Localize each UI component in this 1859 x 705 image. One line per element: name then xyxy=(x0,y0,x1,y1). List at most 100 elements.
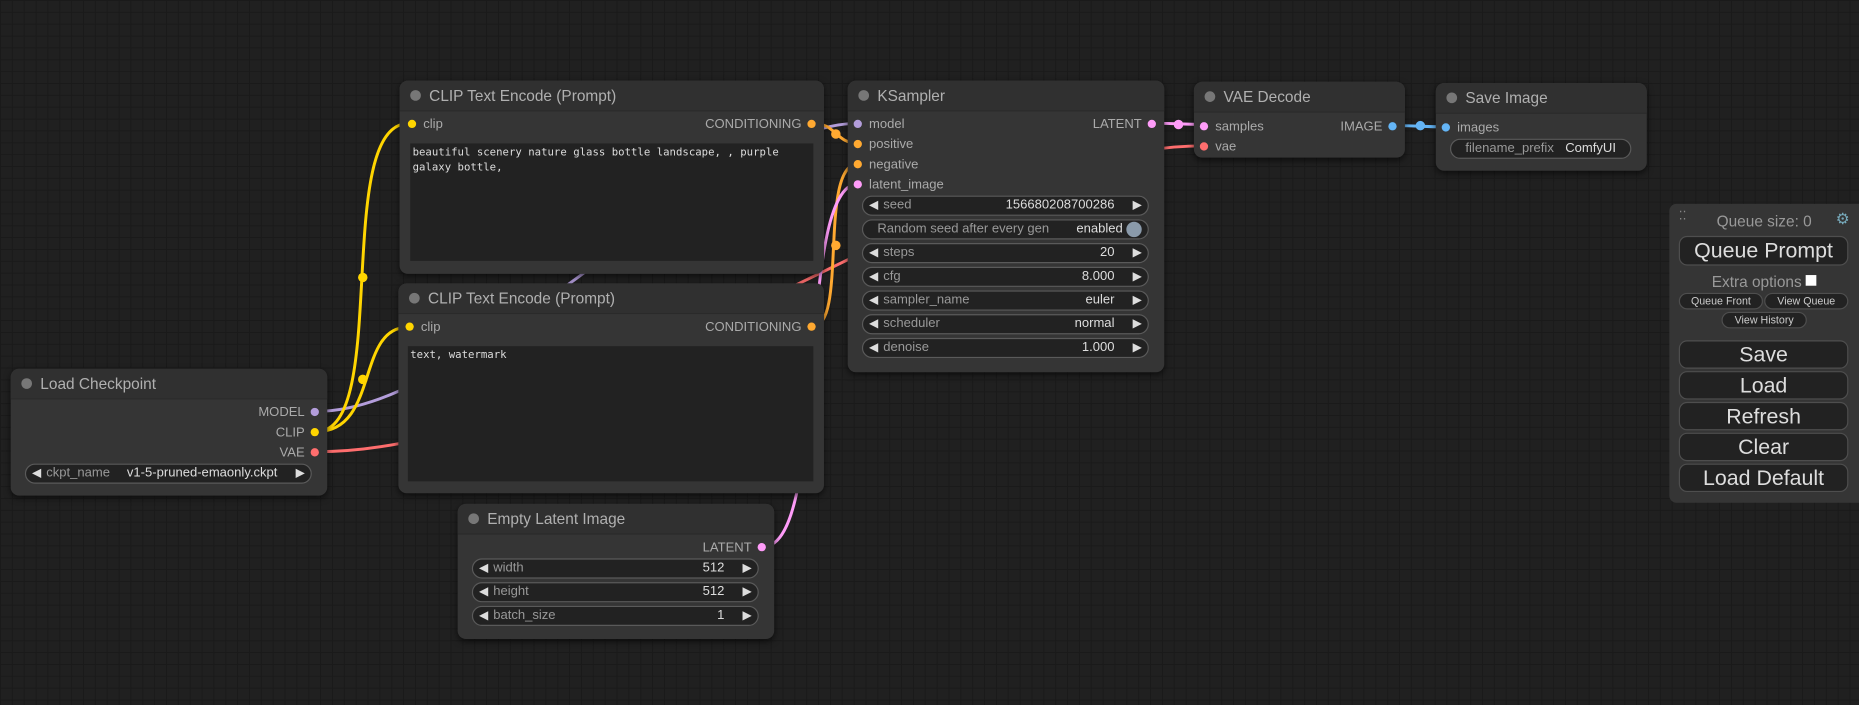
input-negative[interactable]: negative xyxy=(849,156,918,173)
denoise-widget[interactable]: ◀ denoise 1.000 ▶ xyxy=(861,337,1149,359)
output-model[interactable]: MODEL xyxy=(258,404,323,421)
arrow-right-icon[interactable]: ▶ xyxy=(1132,270,1142,284)
node-title[interactable]: Save Image xyxy=(1435,82,1647,114)
output-conditioning[interactable]: CONDITIONING xyxy=(705,319,820,336)
slot-dot-icon[interactable] xyxy=(1388,122,1397,131)
output-vae[interactable]: VAE xyxy=(280,445,324,462)
node-title[interactable]: CLIP Text Encode (Prompt) xyxy=(399,80,824,112)
arrow-right-icon[interactable]: ▶ xyxy=(1132,317,1142,331)
node-clip-text-encode-positive[interactable]: CLIP Text Encode (Prompt) clip CONDITION… xyxy=(399,80,824,274)
output-image[interactable]: IMAGE xyxy=(1340,119,1401,136)
queue-prompt-button[interactable]: Queue Prompt xyxy=(1678,235,1849,266)
arrow-right-icon[interactable]: ▶ xyxy=(1132,294,1142,308)
slot-dot-icon[interactable] xyxy=(807,119,816,129)
input-vae[interactable]: vae xyxy=(1195,139,1236,156)
filename-prefix-widget[interactable]: filename_prefix ComfyUI xyxy=(1449,138,1632,159)
node-empty-latent-image[interactable]: Empty Latent Image LATENT ◀ width 512 ▶ ◀ he… xyxy=(457,503,775,640)
collapse-dot-icon[interactable] xyxy=(858,90,870,101)
drag-handle-icon[interactable]: ⁚⁚ xyxy=(1678,209,1687,223)
collapse-dot-icon[interactable] xyxy=(410,90,421,101)
queue-front-button[interactable]: Queue Front xyxy=(1678,292,1763,310)
scheduler-widget[interactable]: ◀ scheduler normal ▶ xyxy=(861,314,1149,335)
arrow-left-icon[interactable]: ◀ xyxy=(869,246,879,260)
cfg-widget[interactable]: ◀ cfg 8.000 ▶ xyxy=(861,266,1149,287)
node-title[interactable]: VAE Decode xyxy=(1193,81,1405,113)
arrow-left-icon[interactable]: ◀ xyxy=(869,270,879,284)
prompt-textarea[interactable]: beautiful scenery nature glass bottle la… xyxy=(410,143,814,261)
slot-dot-icon[interactable] xyxy=(853,180,862,189)
input-clip[interactable]: clip xyxy=(403,116,443,133)
view-queue-button[interactable]: View Queue xyxy=(1764,292,1849,310)
arrow-left-icon[interactable]: ◀ xyxy=(32,467,42,481)
slot-dot-icon[interactable] xyxy=(310,448,319,457)
slot-dot-icon[interactable] xyxy=(853,119,862,129)
slot-dot-icon[interactable] xyxy=(310,407,319,417)
node-ksampler[interactable]: KSampler model positive negative latent_… xyxy=(847,80,1165,373)
output-conditioning[interactable]: CONDITIONING xyxy=(705,116,820,133)
slot-dot-icon[interactable] xyxy=(407,119,417,129)
slot-dot-icon[interactable] xyxy=(1199,122,1209,131)
node-title[interactable]: KSampler xyxy=(847,80,1165,112)
prompt-textarea[interactable]: text, watermark xyxy=(407,346,814,482)
slot-dot-icon[interactable] xyxy=(807,322,816,331)
input-images[interactable]: images xyxy=(1437,120,1499,137)
slot-dot-icon[interactable] xyxy=(757,543,766,552)
slot-dot-icon[interactable] xyxy=(310,428,319,437)
collapse-dot-icon[interactable] xyxy=(1204,91,1216,102)
collapse-dot-icon[interactable] xyxy=(409,292,420,304)
width-widget[interactable]: ◀ width 512 ▶ xyxy=(471,558,759,579)
input-clip[interactable]: clip xyxy=(401,319,440,336)
slot-dot-icon[interactable] xyxy=(1199,142,1209,151)
arrow-left-icon[interactable]: ◀ xyxy=(869,317,879,331)
arrow-right-icon[interactable]: ▶ xyxy=(295,467,305,481)
toggle-knob-icon[interactable] xyxy=(1126,221,1142,238)
arrow-left-icon[interactable]: ◀ xyxy=(478,609,489,623)
clear-button[interactable]: Clear xyxy=(1678,432,1849,462)
node-clip-text-encode-negative[interactable]: CLIP Text Encode (Prompt) clip CONDITION… xyxy=(398,283,824,494)
node-title[interactable]: CLIP Text Encode (Prompt) xyxy=(398,283,824,315)
seed-widget[interactable]: ◀ seed 156680208700286 ▶ xyxy=(861,195,1149,216)
load-button[interactable]: Load xyxy=(1678,371,1849,400)
output-latent[interactable]: LATENT xyxy=(1093,116,1161,133)
arrow-right-icon[interactable]: ▶ xyxy=(742,561,752,576)
arrow-left-icon[interactable]: ◀ xyxy=(478,585,489,599)
output-clip[interactable]: CLIP xyxy=(276,424,324,441)
slot-dot-icon[interactable] xyxy=(853,160,862,169)
ckpt-name-combo[interactable]: ◀ ckpt_name v1-5-pruned-emaonly.ckpt ▶ xyxy=(24,463,312,484)
collapse-dot-icon[interactable] xyxy=(1446,92,1458,104)
load-default-button[interactable]: Load Default xyxy=(1678,463,1849,493)
settings-gear-icon[interactable]: ⚙ xyxy=(1835,209,1850,228)
arrow-right-icon[interactable]: ▶ xyxy=(1132,199,1142,213)
slot-dot-icon[interactable] xyxy=(1441,123,1450,132)
slot-dot-icon[interactable] xyxy=(853,139,862,149)
arrow-right-icon[interactable]: ▶ xyxy=(742,585,752,599)
node-title[interactable]: Load Checkpoint xyxy=(10,368,328,400)
arrow-right-icon[interactable]: ▶ xyxy=(1132,246,1142,260)
batch-size-widget[interactable]: ◀ batch_size 1 ▶ xyxy=(471,605,759,626)
node-title[interactable]: Empty Latent Image xyxy=(457,503,775,535)
height-widget[interactable]: ◀ height 512 ▶ xyxy=(471,582,759,603)
steps-widget[interactable]: ◀ steps 20 ▶ xyxy=(861,243,1149,264)
arrow-left-icon[interactable]: ◀ xyxy=(869,199,879,213)
input-model[interactable]: model xyxy=(849,116,905,133)
input-positive[interactable]: positive xyxy=(849,136,913,153)
view-history-button[interactable]: View History xyxy=(1721,311,1807,329)
output-latent[interactable]: LATENT xyxy=(703,539,771,556)
extra-options-checkbox[interactable] xyxy=(1805,275,1817,286)
input-samples[interactable]: samples xyxy=(1195,119,1264,136)
save-button[interactable]: Save xyxy=(1678,340,1849,369)
sampler-name-widget[interactable]: ◀ sampler_name euler ▶ xyxy=(861,290,1149,311)
node-load-checkpoint[interactable]: Load Checkpoint MODEL CLIP VAE ◀ ckpt_nam… xyxy=(10,368,328,496)
arrow-left-icon[interactable]: ◀ xyxy=(869,341,879,355)
arrow-left-icon[interactable]: ◀ xyxy=(869,294,879,308)
refresh-button[interactable]: Refresh xyxy=(1678,401,1849,431)
arrow-right-icon[interactable]: ▶ xyxy=(742,609,752,623)
slot-dot-icon[interactable] xyxy=(405,322,414,331)
node-vae-decode[interactable]: VAE Decode samples vae IMAGE xyxy=(1193,81,1405,158)
arrow-right-icon[interactable]: ▶ xyxy=(1132,341,1142,355)
random-seed-toggle[interactable]: Random seed after every gen enabled xyxy=(861,219,1149,240)
slot-dot-icon[interactable] xyxy=(1147,119,1156,129)
collapse-dot-icon[interactable] xyxy=(21,378,33,389)
node-save-image[interactable]: Save Image images filename_prefix ComfyUI xyxy=(1435,82,1647,171)
